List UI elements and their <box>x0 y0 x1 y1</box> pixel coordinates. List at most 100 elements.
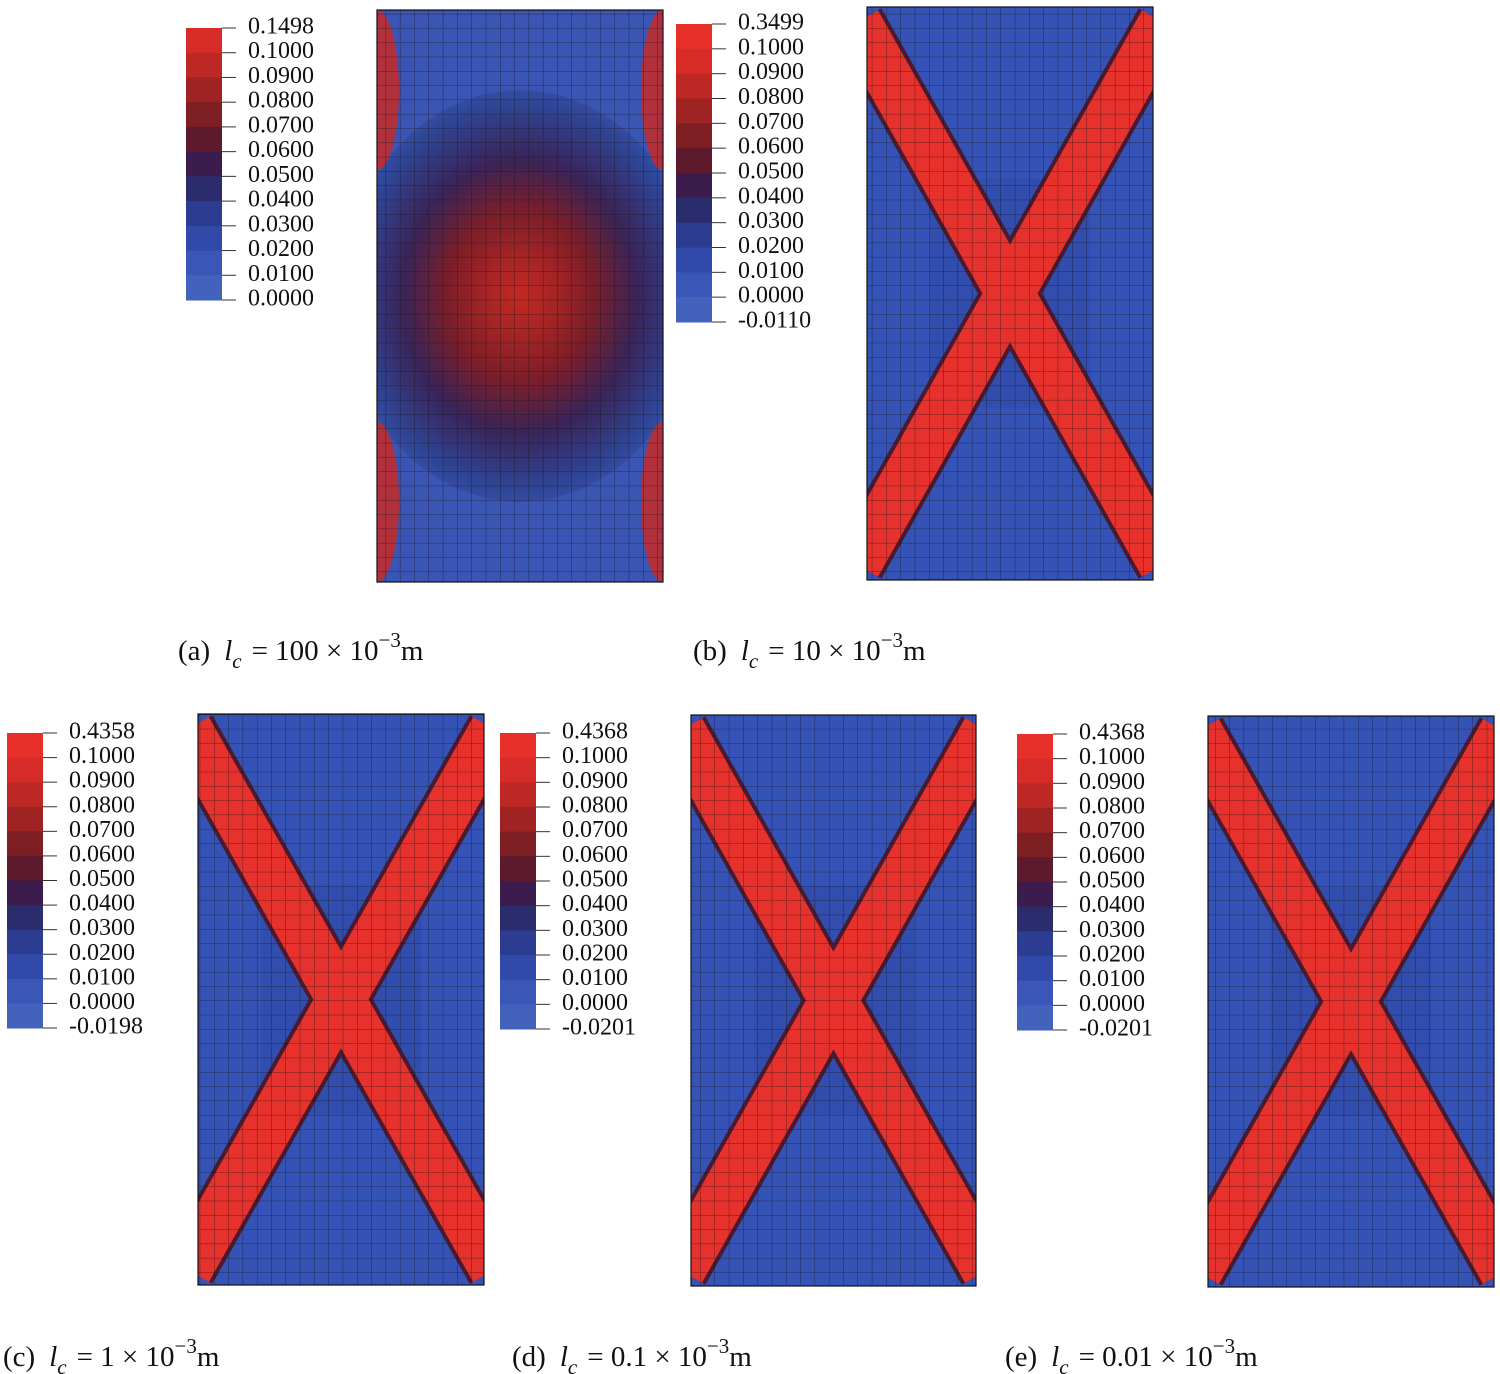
colorbar-label: 0.0800 <box>562 793 628 819</box>
caption: (c) lc = 1 × 10−3m <box>3 1334 220 1374</box>
colorbar-segment <box>186 77 222 103</box>
colorbar-label: 0.0200 <box>69 940 135 966</box>
colorbar-label: 0.0300 <box>562 916 628 942</box>
colorbar-segment <box>676 123 712 149</box>
caption-subscript: c <box>749 649 759 673</box>
colorbar-label: 0.0600 <box>562 842 628 868</box>
caption-label: (d) <box>512 1341 546 1373</box>
colorbar-segment <box>1017 906 1053 932</box>
colorbar-segment <box>676 73 712 99</box>
colorbar-segment <box>7 929 43 955</box>
caption-subscript: c <box>232 649 242 673</box>
mesh-grid <box>198 714 484 1285</box>
colorbar-segment <box>186 28 222 54</box>
contour-field <box>198 714 484 1285</box>
colorbar-label: -0.0110 <box>738 308 811 334</box>
colorbar-segment <box>7 782 43 808</box>
colorbar-segment <box>676 148 712 174</box>
colorbar-segment <box>1017 980 1053 1006</box>
colorbar-segment <box>500 856 536 882</box>
colorbar-segment <box>676 48 712 75</box>
colorbar-segment <box>1017 734 1053 760</box>
colorbar-segment <box>676 222 712 248</box>
colorbar-label: 0.0700 <box>1079 818 1145 844</box>
colorbar-label: 0.1498 <box>248 14 314 40</box>
colorbar-label: 0.0000 <box>69 989 135 1015</box>
colorbar-label: 0.0900 <box>69 768 135 794</box>
mesh-grid <box>1208 716 1494 1287</box>
colorbar-segment <box>1017 758 1053 784</box>
caption-exponent: −3 <box>881 628 903 652</box>
mesh-border <box>1207 715 1495 1288</box>
caption: (a) lc = 100 × 10−3m <box>178 628 424 673</box>
caption-unit: m <box>903 635 926 667</box>
colorbar-segment <box>500 733 536 759</box>
mesh-border <box>866 6 1154 581</box>
colorbar-segment <box>500 979 536 1005</box>
mesh-border <box>197 713 485 1286</box>
colorbar-segment <box>500 807 536 833</box>
colorbar-segment <box>1017 882 1053 908</box>
colorbar-label: 0.0000 <box>248 286 314 312</box>
colorbar-segment <box>676 272 712 298</box>
colorbar-label: 0.0400 <box>562 891 628 917</box>
caption-subscript: c <box>1059 1355 1069 1374</box>
colorbar-label: 0.0500 <box>738 159 804 185</box>
colorbar-segment <box>186 126 222 153</box>
colorbar-segment <box>1017 931 1053 957</box>
colorbar-label: 0.0300 <box>738 208 804 234</box>
colorbar-segment <box>186 201 222 227</box>
mesh-border <box>690 714 977 1287</box>
colorbar-segment <box>1017 832 1053 858</box>
mesh-grid <box>867 7 1153 580</box>
colorbar-label: 0.0600 <box>1079 843 1145 869</box>
colorbar-label: 0.0500 <box>562 867 628 893</box>
colorbar-segment <box>1017 956 1053 982</box>
colorbar-segment <box>676 247 712 273</box>
colorbar-label: 0.0200 <box>562 941 628 967</box>
caption-variable: l <box>1051 1341 1059 1373</box>
colorbar-segment <box>500 782 536 808</box>
colorbar-segment <box>500 1004 536 1030</box>
colorbar-label: 0.4368 <box>562 719 628 745</box>
caption: (b) lc = 10 × 10−3m <box>693 628 926 673</box>
colorbar-label: 0.0000 <box>1079 991 1145 1017</box>
colorbar-label: 0.0300 <box>248 211 314 237</box>
caption-equation: = 10 × 10 <box>768 635 880 667</box>
colorbar-segment <box>676 98 712 124</box>
colorbar-segment <box>7 855 43 881</box>
colorbar-label: 0.0900 <box>562 768 628 794</box>
colorbar-label: 0.0900 <box>738 59 804 85</box>
colorbar-label: 0.0400 <box>738 183 804 209</box>
colorbar-segment <box>7 954 43 980</box>
caption-unit: m <box>729 1341 752 1373</box>
colorbar-label: 0.0200 <box>248 236 314 262</box>
colorbar-label: 0.0400 <box>1079 892 1145 918</box>
panel: 0.43680.10000.09000.08000.07000.06000.05… <box>1005 715 1495 1374</box>
colorbar-segment <box>7 905 43 931</box>
colorbar-label: 0.0800 <box>69 792 135 818</box>
caption-label: (e) <box>1005 1341 1037 1373</box>
caption-exponent: −3 <box>707 1334 729 1358</box>
caption-unit: m <box>197 1341 220 1373</box>
colorbar-segment <box>186 250 222 276</box>
caption-label: (a) <box>178 635 210 667</box>
colorbar-label: 0.0000 <box>738 283 804 309</box>
colorbar-label: 0.0500 <box>1079 868 1145 894</box>
contour-field <box>377 10 663 582</box>
colorbar-label: 0.1000 <box>1079 744 1145 770</box>
colorbar-segment <box>186 102 222 128</box>
colorbar-segment <box>500 831 536 857</box>
caption-exponent: −3 <box>175 1334 197 1358</box>
colorbar-segment <box>186 225 222 252</box>
colorbar-label: 0.0200 <box>738 233 804 259</box>
colorbar-label: -0.0201 <box>1079 1016 1153 1042</box>
colorbar-segment <box>500 881 536 907</box>
colorbar-label: 0.0100 <box>248 261 314 287</box>
colorbar-segment <box>186 176 222 202</box>
colorbar-label: 0.0200 <box>1079 942 1145 968</box>
colorbar-label: 0.4358 <box>69 719 135 745</box>
caption: (d) lc = 0.1 × 10−3m <box>512 1334 752 1374</box>
caption: (e) lc = 0.01 × 10−3m <box>1005 1334 1258 1374</box>
colorbar-segment <box>676 24 712 50</box>
